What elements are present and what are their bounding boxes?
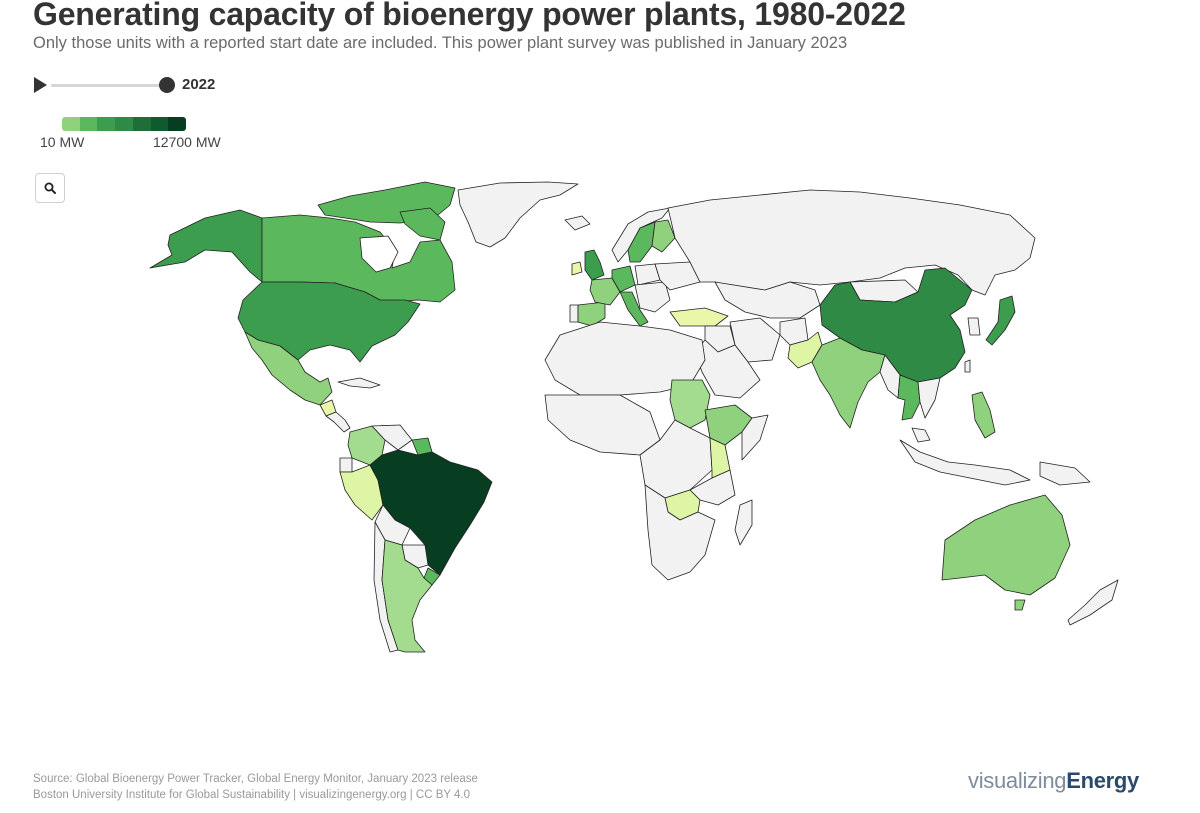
country-korea[interactable] — [967, 317, 981, 336]
color-legend-bar — [62, 117, 186, 131]
country-west-africa[interactable] — [544, 394, 661, 456]
country-sudan[interactable] — [669, 379, 711, 429]
world-map[interactable] — [0, 170, 1200, 670]
country-ireland[interactable] — [571, 261, 583, 276]
logo-text-part2: Energy — [1066, 768, 1139, 793]
country-ukraine[interactable] — [654, 261, 701, 291]
legend-swatch-3 — [115, 117, 133, 131]
country-ecuador[interactable] — [339, 457, 353, 473]
play-icon[interactable] — [34, 77, 47, 93]
country-turkey[interactable] — [669, 307, 729, 327]
country-malaysia[interactable] — [911, 427, 931, 443]
water-hudson-bay — [359, 235, 399, 273]
country-cuba[interactable] — [337, 377, 381, 389]
source-line-2: Boston University Institute for Global S… — [33, 789, 471, 801]
country-thailand[interactable] — [897, 374, 921, 421]
legend-swatch-6 — [168, 117, 186, 131]
search-icon — [44, 182, 56, 194]
legend-min-label: 10 MW — [40, 134, 85, 150]
country-australia[interactable] — [941, 494, 1071, 596]
country-taiwan[interactable] — [964, 359, 971, 373]
country-somalia[interactable] — [741, 414, 769, 461]
timeline-year-label: 2022 — [182, 76, 216, 93]
country-russia[interactable] — [667, 189, 1036, 296]
country-indonesia[interactable] — [899, 439, 1031, 486]
country-tasmania[interactable] — [1014, 599, 1026, 611]
country-portugal[interactable] — [569, 304, 579, 323]
legend-swatch-1 — [79, 117, 98, 131]
country-greenland[interactable] — [457, 181, 579, 248]
source-note: Source: Global Bioenergy Power Tracker, … — [33, 771, 478, 803]
country-india[interactable] — [811, 337, 886, 429]
country-central-america[interactable] — [325, 411, 351, 433]
country-philippines[interactable] — [971, 391, 996, 439]
search-button[interactable] — [35, 173, 65, 203]
source-line-1: Source: Global Bioenergy Power Tracker, … — [33, 773, 478, 785]
country-alaska[interactable] — [149, 209, 263, 283]
timeline-slider-handle[interactable] — [159, 77, 175, 93]
country-new-zealand[interactable] — [1067, 579, 1119, 626]
page-subtitle: Only those units with a reported start d… — [33, 34, 848, 52]
country-japan[interactable] — [985, 295, 1016, 346]
country-vietnam[interactable] — [917, 377, 941, 419]
legend-max-label: 12700 MW — [153, 134, 221, 150]
legend-swatch-2 — [97, 117, 116, 131]
country-italy[interactable] — [619, 291, 649, 327]
country-germany[interactable] — [611, 265, 636, 293]
country-iceland[interactable] — [564, 215, 591, 231]
page-title: Generating capacity of bioenergy power p… — [33, 0, 906, 32]
country-mexico[interactable] — [244, 331, 333, 406]
country-argentina[interactable] — [381, 539, 433, 653]
country-myanmar[interactable] — [879, 354, 901, 399]
country-kazakhstan[interactable] — [714, 281, 821, 319]
visualizing-energy-logo[interactable]: visualizingEnergy — [968, 768, 1139, 794]
country-southern-africa[interactable] — [644, 484, 716, 581]
country-madagascar[interactable] — [734, 499, 753, 546]
country-new-guinea[interactable] — [1039, 461, 1091, 486]
legend-swatch-5 — [150, 117, 169, 131]
country-balkans[interactable] — [634, 281, 671, 313]
timeline-slider-track[interactable] — [51, 84, 167, 87]
legend-swatch-0 — [62, 117, 80, 131]
country-venezuela[interactable] — [371, 424, 413, 451]
country-norway[interactable] — [611, 207, 671, 263]
country-finland[interactable] — [651, 219, 676, 253]
legend-swatch-4 — [132, 117, 151, 131]
logo-text-part1: visualizing — [968, 768, 1067, 793]
country-united-kingdom[interactable] — [584, 249, 605, 281]
